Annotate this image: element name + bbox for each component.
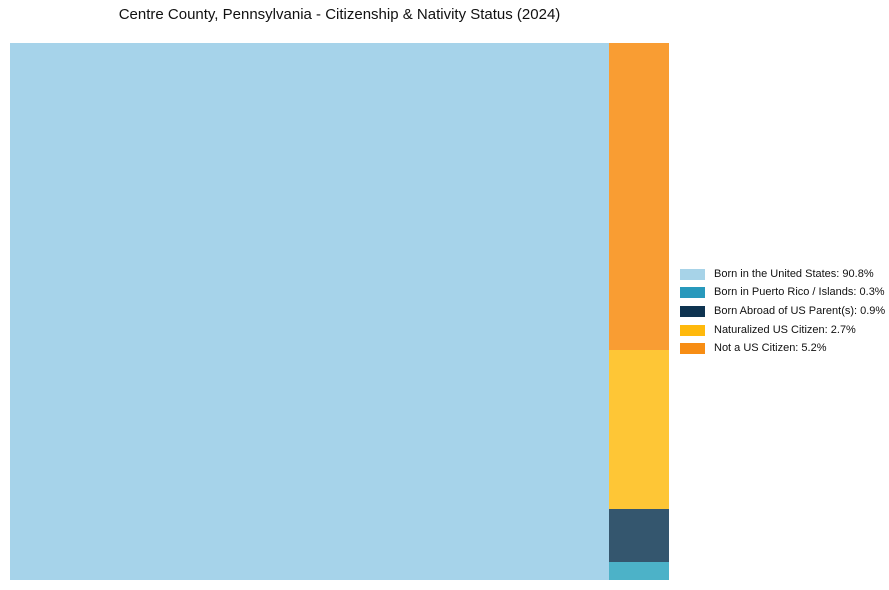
- treemap-block-born-abroad-of-us-parent-s: [608, 509, 669, 563]
- treemap-block-not-a-us-citizen: [608, 43, 669, 350]
- legend-item-born-in-the-united-states: Born in the United States: 90.8%: [680, 265, 885, 284]
- legend-item-born-in-puerto-rico-islands: Born in Puerto Rico / Islands: 0.3%: [680, 284, 885, 303]
- legend-label: Born Abroad of US Parent(s): 0.9%: [714, 304, 886, 317]
- legend-label: Not a US Citizen: 5.2%: [714, 342, 827, 355]
- legend-swatch-icon: [680, 343, 705, 355]
- legend-swatch-icon: [680, 324, 705, 336]
- treemap-block-born-in-puerto-rico-islands: [608, 562, 669, 580]
- legend: Born in the United States: 90.8% Born in …: [680, 265, 885, 358]
- legend-swatch-icon: [680, 268, 705, 280]
- treemap-block-born-in-the-united-states: [10, 43, 609, 580]
- chart-title: Centre County, Pennsylvania - Citizenshi…: [118, 6, 561, 23]
- legend-item-not-a-us-citizen: Not a US Citizen: 5.2%: [680, 339, 885, 358]
- legend-swatch-icon: [680, 305, 705, 317]
- treemap: [10, 43, 669, 580]
- legend-swatch-icon: [680, 287, 705, 299]
- legend-label: Naturalized US Citizen: 2.7%: [714, 323, 856, 336]
- legend-label: Born in Puerto Rico / Islands: 0.3%: [714, 286, 885, 299]
- treemap-column: [608, 43, 669, 580]
- legend-label: Born in the United States: 90.8%: [714, 267, 874, 280]
- legend-item-naturalized-us-citizen: Naturalized US Citizen: 2.7%: [680, 321, 885, 340]
- legend-item-born-abroad-of-us-parent-s: Born Abroad of US Parent(s): 0.9%: [680, 302, 885, 321]
- treemap-block-naturalized-us-citizen: [608, 349, 669, 510]
